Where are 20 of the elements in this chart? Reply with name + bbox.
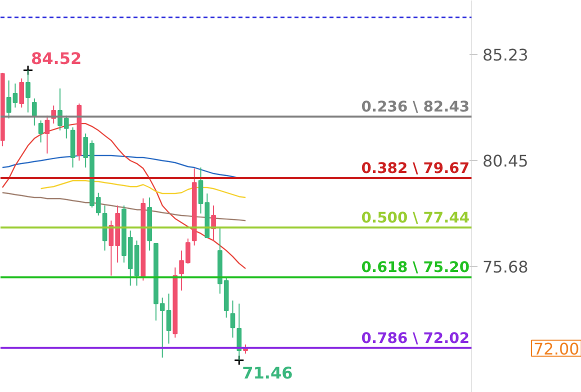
candlestick xyxy=(230,300,236,338)
y-tick-label: 80.45 xyxy=(482,152,528,171)
annotation: 84.52 xyxy=(31,49,82,68)
ref-line-label: 0.382 \ 79.67 xyxy=(361,160,470,177)
candlestick xyxy=(19,78,24,108)
ref-line-label: 0.618 \ 75.20 xyxy=(361,259,470,276)
candlestick xyxy=(26,70,30,113)
ref-line-label: 0.236 \ 82.43 xyxy=(361,98,470,116)
candlestick xyxy=(12,83,18,108)
ref-line-label: 0.500 \ 77.44 xyxy=(361,209,470,226)
candlestick xyxy=(44,115,50,154)
annotation: 71.46 xyxy=(242,363,293,382)
candlestick xyxy=(32,98,37,126)
ref-line-label: 0.786 \ 72.02 xyxy=(361,330,470,347)
candlestick xyxy=(6,80,12,119)
y-tick-label: 85.23 xyxy=(482,45,528,64)
y-tick-label: 75.68 xyxy=(482,258,528,277)
candlestick xyxy=(38,120,44,143)
text: 72.00 xyxy=(534,339,580,358)
candlestick xyxy=(236,303,242,361)
